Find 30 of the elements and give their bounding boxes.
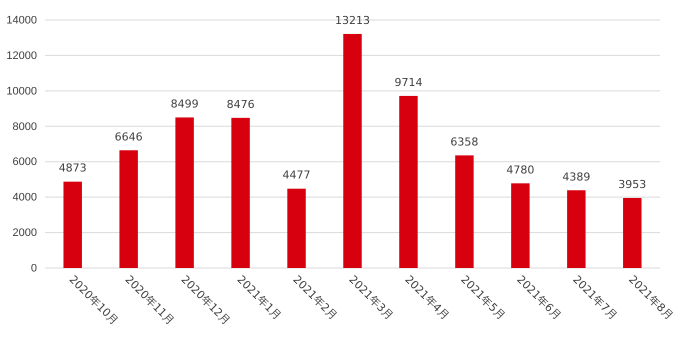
bar — [287, 188, 306, 268]
y-tick-label: 2000 — [12, 227, 37, 240]
bar — [455, 155, 474, 268]
data-label: 4389 — [562, 170, 590, 184]
y-tick-label: 12000 — [6, 50, 37, 62]
bar — [343, 34, 362, 268]
data-label: 6646 — [114, 130, 143, 144]
data-label: 13213 — [335, 14, 370, 27]
y-tick-label: 6000 — [12, 156, 37, 168]
y-tick-label: 14000 — [6, 14, 37, 27]
bar — [175, 117, 194, 268]
bar — [511, 183, 530, 268]
data-label: 4873 — [58, 162, 87, 175]
data-label: 8499 — [170, 97, 199, 110]
data-label: 8476 — [226, 98, 255, 111]
bar — [623, 198, 642, 268]
data-label: 3953 — [618, 178, 646, 191]
y-tick-label: 0 — [30, 262, 37, 275]
y-tick-label: 8000 — [12, 120, 37, 133]
data-label: 9714 — [394, 76, 422, 89]
bar — [567, 190, 586, 268]
data-label: 4477 — [282, 168, 311, 182]
y-tick-label: 4000 — [12, 192, 37, 204]
bar — [63, 182, 82, 268]
data-label: 4780 — [506, 163, 534, 176]
bar — [119, 150, 138, 268]
bar — [399, 96, 418, 268]
y-tick-label: 10000 — [6, 85, 37, 98]
bar — [231, 118, 250, 268]
data-label: 6358 — [450, 135, 478, 148]
